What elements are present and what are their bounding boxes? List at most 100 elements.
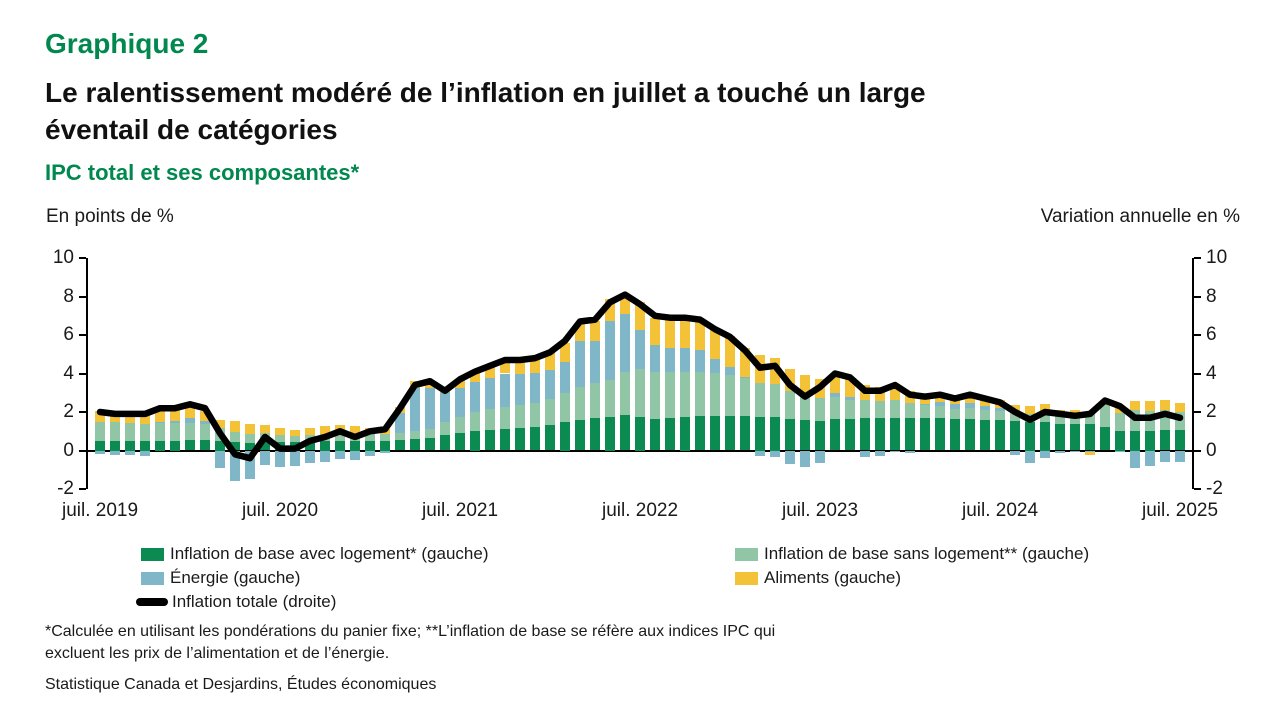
bar-segment [1175, 450, 1185, 463]
page-title-line1: Le ralentissement modéré de l’inflation … [45, 77, 926, 108]
bar-segment [320, 450, 330, 463]
bar-segment [500, 360, 510, 374]
bar-segment [245, 423, 255, 435]
bar-segment [875, 417, 885, 451]
bar-segment [1145, 431, 1155, 451]
bar-segment [185, 439, 195, 451]
bar-segment [995, 419, 1005, 451]
bar-segment [470, 382, 480, 412]
bar-segment [575, 340, 585, 387]
bar-segment [350, 440, 360, 451]
right-axis-unit-label: Variation annuelle en % [1040, 206, 1240, 227]
bar-segment [875, 450, 885, 457]
bar-segment [395, 433, 405, 440]
bar-segment [680, 416, 690, 451]
y-axis-label-right: 6 [1206, 324, 1217, 345]
bar-segment [635, 368, 645, 417]
bar-segment [1085, 423, 1095, 451]
bar-segment [155, 440, 165, 451]
bar-segment [110, 440, 120, 451]
bar-segment [380, 440, 390, 451]
bar-segment [185, 422, 195, 440]
total-inflation-polyline [96, 291, 1184, 462]
bar-segment [230, 420, 240, 433]
bar-segment [335, 440, 345, 451]
bar-segment [95, 450, 105, 455]
bar-segment [455, 416, 465, 434]
bar-segment [545, 398, 555, 425]
bar-segment [1025, 406, 1035, 414]
bar-segment [275, 435, 285, 442]
bar-segment [1160, 400, 1170, 411]
bar-segment [320, 440, 330, 451]
legend-label: Inflation de base avec logement* (gauche… [170, 544, 489, 563]
bar-segment [740, 377, 750, 379]
bar-segment [980, 410, 990, 420]
bar-segment [335, 433, 345, 441]
bar-segment [575, 419, 585, 451]
legend-item-food: Aliments (gauche) [735, 568, 1089, 588]
bar-segment [710, 415, 720, 451]
bar-segment [650, 371, 660, 419]
y-axis-label-left: 8 [63, 285, 74, 307]
bar-segment [770, 384, 780, 417]
bar-segment [1010, 420, 1020, 451]
bar-segment [110, 421, 120, 441]
bar-segment [185, 417, 195, 423]
bar-segment [950, 404, 960, 410]
bar-segment [1040, 412, 1050, 422]
bar-segment [200, 411, 210, 421]
bar-segment [620, 293, 630, 314]
bar-segment [1085, 412, 1095, 424]
bar-segment [980, 397, 990, 407]
bar-segment [1070, 410, 1080, 415]
bar-segment [605, 416, 615, 451]
bar-segment [725, 366, 735, 376]
bar-segment [860, 417, 870, 451]
bar-segment [545, 352, 555, 370]
bar-segment [245, 450, 255, 480]
bar-segment [1160, 450, 1170, 463]
bar-segment [290, 430, 300, 437]
x-axis-label: juil. 2025 [1141, 500, 1219, 521]
bar-segment [845, 400, 855, 419]
bar-segment [1070, 423, 1080, 451]
bar-segment [1160, 410, 1170, 431]
bar-segment [1010, 412, 1020, 421]
bar-segment [620, 313, 630, 372]
bar-segment [905, 403, 915, 418]
bar-segment [380, 450, 390, 454]
bar-segment [755, 450, 765, 457]
y-axis-label-right: 8 [1206, 285, 1217, 307]
bar-segment [470, 431, 480, 451]
bar-segment [110, 450, 120, 456]
bar-segment [1130, 401, 1140, 411]
bar-segment [635, 302, 645, 331]
legend-item-core-without-shelter: Inflation de base sans logement** (gauch… [735, 544, 1089, 564]
bar-segment [185, 407, 195, 418]
bar-segment [950, 418, 960, 451]
bar-segment [410, 431, 420, 439]
bar-segment [800, 419, 810, 451]
bar-segment [560, 342, 570, 362]
bar-segment [215, 450, 225, 468]
bar-segment [1115, 431, 1125, 451]
y-axis-label-left: 10 [52, 247, 74, 268]
y-axis-tick [79, 334, 86, 336]
bar-segment [830, 392, 840, 397]
bar-segment [530, 372, 540, 404]
bar-segment [650, 317, 660, 345]
bar-segment [440, 421, 450, 436]
y-axis-tick [79, 295, 86, 298]
bar-segment [530, 427, 540, 451]
bar-segment [425, 387, 435, 430]
bar-segment [200, 439, 210, 451]
bar-segment [935, 417, 945, 451]
bar-segment [665, 318, 675, 349]
bar-segment [905, 417, 915, 451]
bar-segment [785, 390, 795, 419]
legend-item-energy: Énergie (gauche) [141, 568, 735, 588]
bar-segment [365, 440, 375, 451]
bar-segment [590, 417, 600, 451]
total-line-swatch-icon [136, 598, 168, 606]
